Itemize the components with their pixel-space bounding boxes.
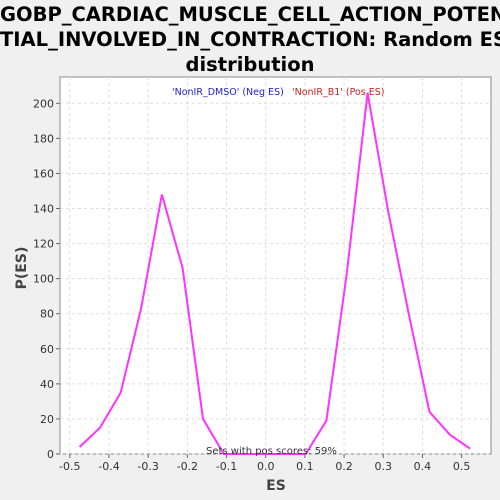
y-tick-label: 160 bbox=[33, 167, 54, 180]
x-axis-label: ES bbox=[266, 478, 286, 494]
x-tick-label: -0.3 bbox=[137, 460, 158, 473]
x-tick-label: 0.0 bbox=[257, 460, 275, 473]
y-tick-label: 180 bbox=[33, 132, 54, 145]
x-tick-label: -0.4 bbox=[98, 460, 119, 473]
x-tick-label: -0.1 bbox=[216, 460, 237, 473]
legend-neg-es: 'NonIR_DMSO' (Neg ES) bbox=[172, 87, 284, 98]
y-tick-label: 0 bbox=[47, 448, 54, 461]
chart-title-line-1: GOBP_CARDIAC_MUSCLE_CELL_ACTION_POTEN bbox=[0, 3, 500, 26]
chart-title: GOBP_CARDIAC_MUSCLE_CELL_ACTION_POTEN TI… bbox=[0, 2, 500, 77]
axis-ticks: -0.5 -0.4 -0.3 -0.2 -0.1 0.0 0.1 0.2 0.3 0.4 0.5 0 2… bbox=[33, 97, 470, 473]
y-axis-label: P(ES) bbox=[14, 247, 30, 290]
x-tick-label: 0.2 bbox=[335, 460, 353, 473]
chart-title-line-3: distribution bbox=[185, 53, 315, 76]
x-tick-label: 0.5 bbox=[453, 460, 471, 473]
y-tick-label: 40 bbox=[40, 378, 54, 391]
y-tick-label: 200 bbox=[33, 97, 54, 110]
plot-area bbox=[59, 76, 492, 455]
grid-lines bbox=[60, 77, 491, 455]
x-tick-label: -0.5 bbox=[59, 460, 80, 473]
chart-title-line-2: TIAL_INVOLVED_IN_CONTRACTION: Random ES bbox=[0, 28, 500, 51]
y-tick-label: 100 bbox=[33, 273, 54, 286]
y-tick-label: 60 bbox=[40, 343, 54, 356]
y-tick-label: 20 bbox=[40, 413, 54, 426]
series-line bbox=[78, 92, 471, 455]
x-tick-label: 0.4 bbox=[414, 460, 432, 473]
y-tick-label: 140 bbox=[33, 203, 54, 216]
x-tick-label: 0.3 bbox=[375, 460, 393, 473]
y-tick-label: 80 bbox=[40, 308, 54, 321]
pos-scores-annotation: Sets with pos scores: 59% bbox=[206, 446, 337, 457]
x-tick-label: -0.2 bbox=[177, 460, 198, 473]
x-tick-label: 0.1 bbox=[296, 460, 314, 473]
legend-pos-es: 'NonIR_B1' (Pos ES) bbox=[292, 87, 385, 98]
y-tick-label: 120 bbox=[33, 238, 54, 251]
